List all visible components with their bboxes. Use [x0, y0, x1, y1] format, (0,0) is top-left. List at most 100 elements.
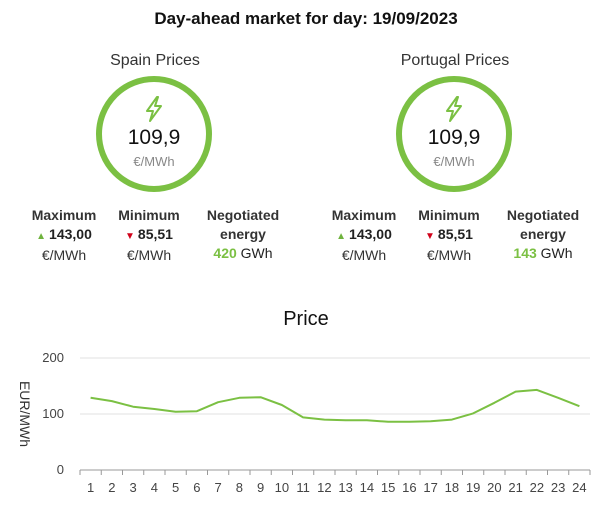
x-tick-label: 17	[423, 480, 437, 495]
x-tick-label: 24	[572, 480, 586, 495]
y-axis-label: EUR/MWh	[17, 381, 33, 447]
price-data-point[interactable]	[88, 395, 94, 401]
price-data-point[interactable]	[109, 398, 115, 404]
energy-value: 420	[213, 245, 237, 261]
y-tick-label: 100	[42, 406, 64, 421]
x-tick-label: 10	[275, 480, 289, 495]
x-tick-label: 15	[381, 480, 395, 495]
minimum-unit: €/MWh	[126, 247, 172, 263]
maximum-label: Maximum	[331, 207, 397, 223]
triangle-up-icon: ▲	[36, 231, 47, 242]
maximum-value: 143,00	[349, 226, 392, 242]
price-data-point[interactable]	[258, 394, 264, 400]
spain-price-value: 109,9	[127, 126, 181, 149]
lightning-bolt-icon	[146, 96, 162, 122]
price-data-point[interactable]	[215, 399, 221, 405]
x-tick-label: 19	[466, 480, 480, 495]
x-tick-label: 16	[402, 480, 416, 495]
chart-title: Price	[283, 308, 329, 330]
minimum-value: 85,51	[437, 226, 473, 242]
price-data-point[interactable]	[555, 395, 561, 401]
price-data-point[interactable]	[470, 410, 476, 416]
price-data-point[interactable]	[173, 409, 179, 415]
portugal-price-unit: €/MWh	[433, 154, 475, 169]
lightning-bolt-icon	[446, 96, 462, 122]
price-data-point[interactable]	[449, 417, 455, 423]
x-tick-label: 21	[508, 480, 522, 495]
negotiated-label: Negotiated	[506, 207, 580, 223]
price-series-line	[90, 388, 580, 423]
y-tick-label: 0	[57, 462, 64, 477]
spain-prices-panel: Spain Prices 109,9 €/MWh Maximum ▲ 143,00…	[5, 48, 305, 278]
price-data-point[interactable]	[300, 414, 306, 420]
triangle-up-icon: ▲	[336, 231, 347, 242]
maximum-value: 143,00	[49, 226, 92, 242]
portugal-panel-title: Portugal Prices	[400, 52, 510, 69]
energy-unit: GWh	[540, 245, 573, 261]
price-data-point[interactable]	[343, 417, 349, 423]
x-tick-label: 13	[338, 480, 352, 495]
maximum-unit: €/MWh	[41, 247, 87, 263]
spain-maximum: Maximum ▲ 143,00 €/MWh	[25, 206, 103, 265]
spain-negotiated-energy: Negotiated energy 420 GWh	[197, 206, 289, 263]
negotiated-label: Negotiated	[206, 207, 280, 223]
price-data-point[interactable]	[194, 408, 200, 414]
price-data-point[interactable]	[406, 419, 412, 425]
y-tick-label: 200	[42, 350, 64, 365]
energy-unit: GWh	[240, 245, 273, 261]
minimum-label: Minimum	[118, 207, 180, 223]
spain-panel-title: Spain Prices	[110, 52, 200, 69]
price-data-point[interactable]	[428, 418, 434, 424]
minimum-label: Minimum	[418, 207, 480, 223]
price-data-point[interactable]	[151, 406, 157, 412]
x-tick-label: 3	[130, 480, 137, 495]
x-tick-label: 7	[215, 480, 222, 495]
price-data-point[interactable]	[385, 419, 391, 425]
portugal-stats: Maximum ▲ 143,00 €/MWh Minimum ▼ 85,51 €/M…	[305, 206, 605, 276]
x-tick-label: 8	[236, 480, 243, 495]
x-tick-label: 20	[487, 480, 501, 495]
x-tick-label: 11	[296, 480, 310, 495]
energy-label: energy	[520, 226, 566, 242]
price-data-point[interactable]	[321, 417, 327, 423]
energy-value: 143	[513, 245, 537, 261]
price-data-point[interactable]	[576, 403, 582, 409]
x-tick-label: 23	[551, 480, 565, 495]
portugal-maximum: Maximum ▲ 143,00 €/MWh	[325, 206, 403, 265]
x-tick-label: 6	[193, 480, 200, 495]
x-tick-label: 1	[87, 480, 94, 495]
x-tick-label: 4	[151, 480, 158, 495]
triangle-down-icon: ▼	[425, 231, 435, 242]
page-title: Day-ahead market for day: 19/09/2023	[154, 9, 458, 28]
spain-minimum: Minimum ▼ 85,51 €/MWh	[111, 206, 187, 265]
x-tick-label: 9	[257, 480, 264, 495]
spain-stats: Maximum ▲ 143,00 €/MWh Minimum ▼ 85,51 €/M…	[5, 206, 305, 276]
x-tick-label: 22	[530, 480, 544, 495]
x-tick-label: 5	[172, 480, 179, 495]
maximum-label: Maximum	[31, 207, 97, 223]
triangle-down-icon: ▼	[125, 231, 135, 242]
portugal-negotiated-energy: Negotiated energy 143 GWh	[497, 206, 589, 263]
energy-label: energy	[220, 226, 266, 242]
price-data-point[interactable]	[534, 387, 540, 393]
price-data-point[interactable]	[364, 417, 370, 423]
minimum-unit: €/MWh	[426, 247, 472, 263]
portugal-price-gauge: 109,9 €/MWh	[396, 76, 512, 192]
spain-price-unit: €/MWh	[133, 154, 175, 169]
minimum-value: 85,51	[137, 226, 173, 242]
spain-price-gauge: 109,9 €/MWh	[96, 76, 212, 192]
price-data-point[interactable]	[130, 404, 136, 410]
x-tick-label: 18	[445, 480, 459, 495]
x-tick-label: 12	[317, 480, 331, 495]
price-data-point[interactable]	[236, 395, 242, 401]
maximum-unit: €/MWh	[341, 247, 387, 263]
x-tick-label: 2	[108, 480, 115, 495]
price-data-point[interactable]	[513, 389, 519, 395]
x-tick-label: 14	[360, 480, 374, 495]
price-data-point[interactable]	[491, 400, 497, 406]
portugal-price-value: 109,9	[427, 126, 481, 149]
portugal-minimum: Minimum ▼ 85,51 €/MWh	[411, 206, 487, 265]
portugal-prices-panel: Portugal Prices 109,9 €/MWh Maximum ▲ 143…	[305, 48, 605, 278]
price-data-point[interactable]	[279, 402, 285, 408]
